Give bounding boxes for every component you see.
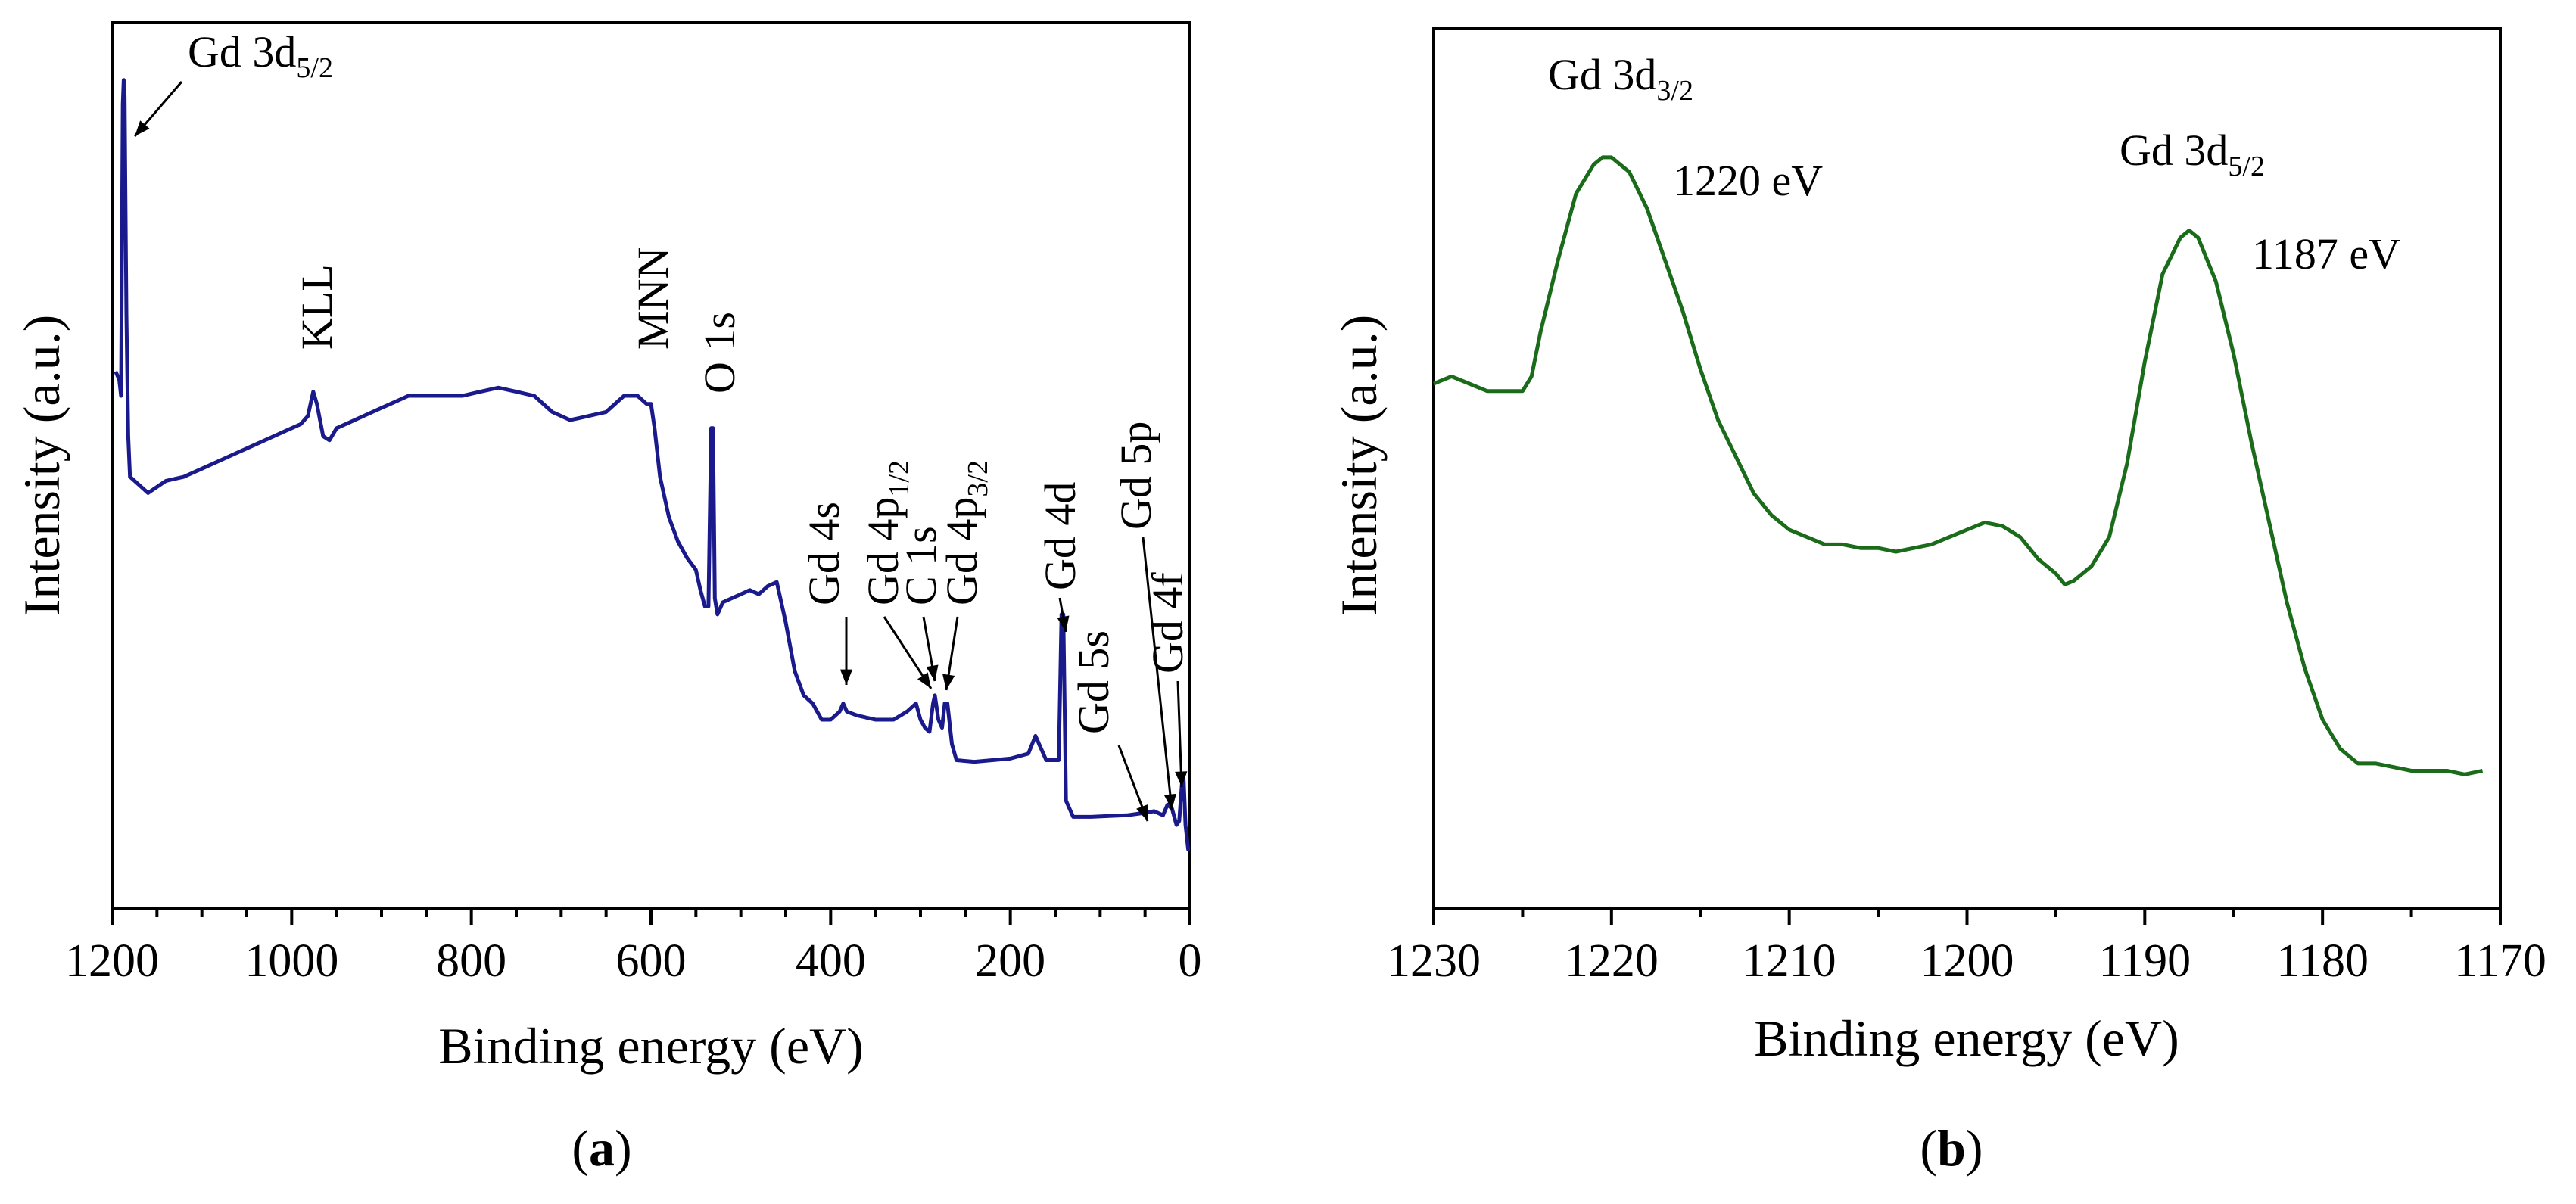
annotation-arrowhead	[1175, 771, 1188, 787]
x-tick-label: 1220	[1565, 935, 1659, 987]
peak-annotation: Gd 3d5/2	[188, 27, 333, 84]
panel-b-label: (b)	[1920, 1119, 1983, 1177]
annotation-arrowhead	[917, 672, 931, 689]
panel-b-label-open: (	[1920, 1119, 1937, 1177]
annotation-arrow	[1176, 680, 1183, 788]
panel-a-spectrum-line	[114, 78, 1191, 851]
panel-b-annotations: Gd 3d3/2 1220 eV Gd 3d5/2 1187 eV	[1548, 50, 2400, 278]
panel-a-plot-frame	[111, 21, 1191, 910]
panel-a-label-close: )	[615, 1119, 632, 1177]
panel-b-spectrum-line	[1433, 155, 2484, 776]
annotation-arrowhead	[1163, 793, 1176, 810]
annotation-arrowhead	[926, 664, 939, 681]
peak-annotation: Gd 5p	[1111, 422, 1160, 530]
annotation-arrowhead	[942, 674, 955, 690]
peak-energy-label: 1187 eV	[2252, 229, 2400, 278]
x-tick-label: 400	[796, 935, 866, 987]
panel-a-label-open: (	[572, 1119, 589, 1177]
annotation-arrowhead	[1057, 615, 1070, 632]
panel-b-x-ticks: 1230 1220 1210 1200 1190 1180 1170	[1387, 908, 2546, 987]
x-tick-label: 1000	[245, 935, 338, 987]
peak-annotation: KLL	[292, 264, 341, 350]
peak-annotation: Gd 4f	[1143, 572, 1192, 674]
panel-b-y-axis-title: Intensity (a.u.)	[1330, 315, 1388, 616]
annotation-arrowhead	[135, 120, 150, 136]
annotation-arrowhead	[1136, 804, 1148, 821]
peak-energy-label: 1220 eV	[1673, 156, 1823, 205]
x-tick-label: 1230	[1387, 935, 1481, 987]
peak-annotation: C 1s	[896, 526, 945, 605]
peak-annotation: Gd 3d5/2	[2120, 126, 2265, 182]
panel-b-label-letter: b	[1937, 1119, 1966, 1177]
x-tick-label: 200	[975, 935, 1045, 987]
panel-a-x-ticks: 1200 1000 800 600 400 200 0	[65, 908, 1202, 987]
peak-annotation: Gd 4p3/2	[937, 460, 994, 605]
peak-annotation: Gd 3d3/2	[1548, 50, 1693, 107]
panel-b: 1230 1220 1210 1200 1190 1180 1170 Gd 3d3/2 122…	[1330, 27, 2546, 1177]
panel-a: 1200 1000 800 600 400 200 0 Gd 3d5/2 KLL MNN O 1s…	[13, 21, 1202, 1177]
panel-a-label-letter: a	[589, 1119, 615, 1177]
peak-annotation: MNN	[628, 247, 677, 350]
peak-annotation: O 1s	[695, 312, 744, 394]
panel-a-y-axis-title: Intensity (a.u.)	[13, 315, 70, 616]
x-tick-label: 1190	[2098, 935, 2191, 987]
annotation-arrow	[1142, 537, 1173, 810]
peak-annotation: Gd 4p1/2	[858, 460, 915, 605]
panel-a-x-axis-title: Binding energy (eV)	[438, 1017, 864, 1075]
x-tick-label: 1180	[2276, 935, 2369, 987]
panel-b-label-close: )	[1966, 1119, 1983, 1177]
x-tick-label: 1200	[1920, 935, 2014, 987]
peak-annotation: Gd 4d	[1036, 482, 1085, 590]
panel-b-plot-frame	[1432, 27, 2502, 910]
annotation-arrowhead	[839, 669, 853, 685]
x-tick-label: 0	[1179, 935, 1202, 987]
x-tick-label: 1170	[2454, 935, 2546, 987]
panel-b-x-axis-title: Binding energy (eV)	[1754, 1010, 2179, 1067]
x-tick-label: 1210	[1743, 935, 1836, 987]
peak-annotation: Gd 4s	[799, 502, 849, 605]
x-tick-label: 1200	[65, 935, 159, 987]
x-tick-label: 800	[436, 935, 506, 987]
peak-annotation: Gd 5s	[1069, 630, 1118, 734]
x-tick-label: 600	[616, 935, 687, 987]
panel-a-label: (a)	[572, 1119, 631, 1177]
